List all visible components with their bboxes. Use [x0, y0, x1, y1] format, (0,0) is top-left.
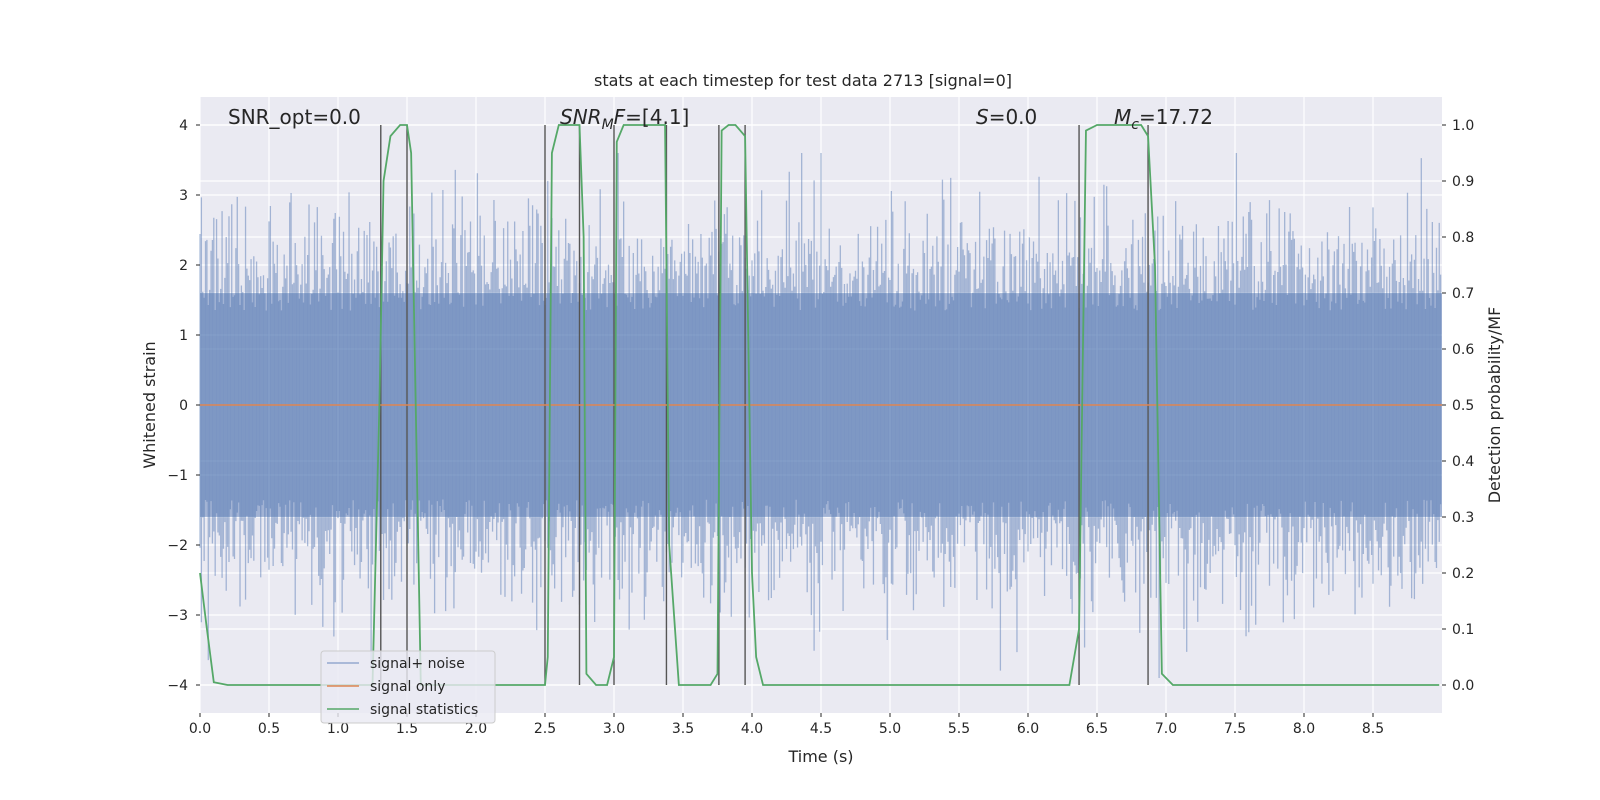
y-left-tick-label: −4: [167, 678, 188, 694]
x-tick-label: 6.5: [1086, 721, 1108, 737]
annotation-snr-mf-rest-italic: F: [614, 105, 626, 129]
annotation-snr-mf-main: SNR: [560, 105, 602, 129]
x-axis-ticks: 0.0 0.5 1.0 1.5 2.0 2.5 3.0 3.5 4.0 4.5 5.0 5.5 6.0 6…: [189, 713, 1384, 737]
x-tick-label: 7.5: [1224, 721, 1246, 737]
legend-label-signal: signal only: [370, 679, 445, 695]
x-axis-label: Time (s): [787, 747, 853, 766]
y-right-tick-label: 0.3: [1452, 510, 1474, 526]
annotation-mc-rest: =17.72: [1139, 105, 1213, 129]
y-right-tick-label: 0.7: [1452, 286, 1474, 302]
annotation-snr-mf: SNRMF=[4.1]: [560, 105, 689, 133]
y-right-tick-label: 1.0: [1452, 118, 1474, 134]
y-right-tick-label: 0.9: [1452, 174, 1474, 190]
signal-statistics-line: [199, 124, 1440, 686]
x-tick-label: 4.0: [741, 721, 763, 737]
x-tick-label: 5.5: [948, 721, 970, 737]
x-tick-label: 1.0: [327, 721, 349, 737]
annotation-s-main: S: [976, 105, 989, 129]
y-left-tick-label: −1: [167, 468, 188, 484]
annotation-s-rest: =0.0: [989, 105, 1038, 129]
annotation-snr-mf-rest: =[4.1]: [625, 105, 689, 129]
y-right-axis-label: Detection probability/MF: [1485, 307, 1504, 504]
y-right-tick-label: 0.2: [1452, 566, 1474, 582]
y-left-tick-label: 1: [179, 328, 188, 344]
y-left-axis-label: Whitened strain: [140, 341, 159, 468]
y-right-axis-ticks: 0.0 0.1 0.2 0.3 0.4 0.5 0.6 0.7 0.8 0.9 1.0: [1442, 118, 1474, 694]
annotation-snr-mf-sub: M: [602, 117, 614, 133]
x-tick-label: 6.0: [1017, 721, 1039, 737]
annotation-mc: Mc=17.72: [1114, 105, 1213, 133]
x-tick-label: 1.5: [396, 721, 418, 737]
y-right-tick-label: 0.8: [1452, 230, 1474, 246]
x-tick-label: 0.0: [189, 721, 211, 737]
x-tick-label: 5.0: [879, 721, 901, 737]
y-left-tick-label: −3: [167, 608, 188, 624]
y-right-tick-label: 0.5: [1452, 398, 1474, 414]
annotation-mc-main: M: [1114, 105, 1131, 129]
chart-title: stats at each timestep for test data 271…: [594, 71, 1012, 90]
legend-label-noise: signal+ noise: [370, 656, 465, 672]
y-left-tick-label: 4: [179, 118, 188, 134]
x-tick-label: 7.0: [1155, 721, 1177, 737]
x-tick-label: 3.0: [603, 721, 625, 737]
legend-label-statistics: signal statistics: [370, 702, 478, 718]
y-left-tick-label: −2: [167, 538, 188, 554]
annotation-mc-sub: c: [1131, 117, 1139, 133]
x-tick-label: 8.5: [1362, 721, 1384, 737]
y-left-tick-label: 2: [179, 258, 188, 274]
x-tick-label: 3.5: [672, 721, 694, 737]
legend: signal+ noise signal only signal statist…: [320, 650, 496, 724]
y-left-axis-ticks: −4 −3 −2 −1 0 1 2 3 4: [167, 118, 200, 694]
y-right-tick-label: 0.0: [1452, 678, 1474, 694]
x-tick-label: 2.0: [465, 721, 487, 737]
y-right-tick-label: 0.4: [1452, 454, 1474, 470]
y-left-tick-label: 0: [179, 398, 188, 414]
x-tick-label: 2.5: [534, 721, 556, 737]
annotation-s: S=0.0: [976, 105, 1037, 129]
x-tick-label: 8.0: [1293, 721, 1315, 737]
legend-box: [320, 650, 496, 724]
signal-statistics-series: [199, 124, 1440, 686]
y-right-tick-label: 0.1: [1452, 622, 1474, 638]
x-tick-label: 0.5: [258, 721, 280, 737]
annotation-snr-opt: SNR_opt=0.0: [228, 105, 361, 129]
y-right-tick-label: 0.6: [1452, 342, 1474, 358]
x-tick-label: 4.5: [810, 721, 832, 737]
y-left-tick-label: 3: [179, 188, 188, 204]
